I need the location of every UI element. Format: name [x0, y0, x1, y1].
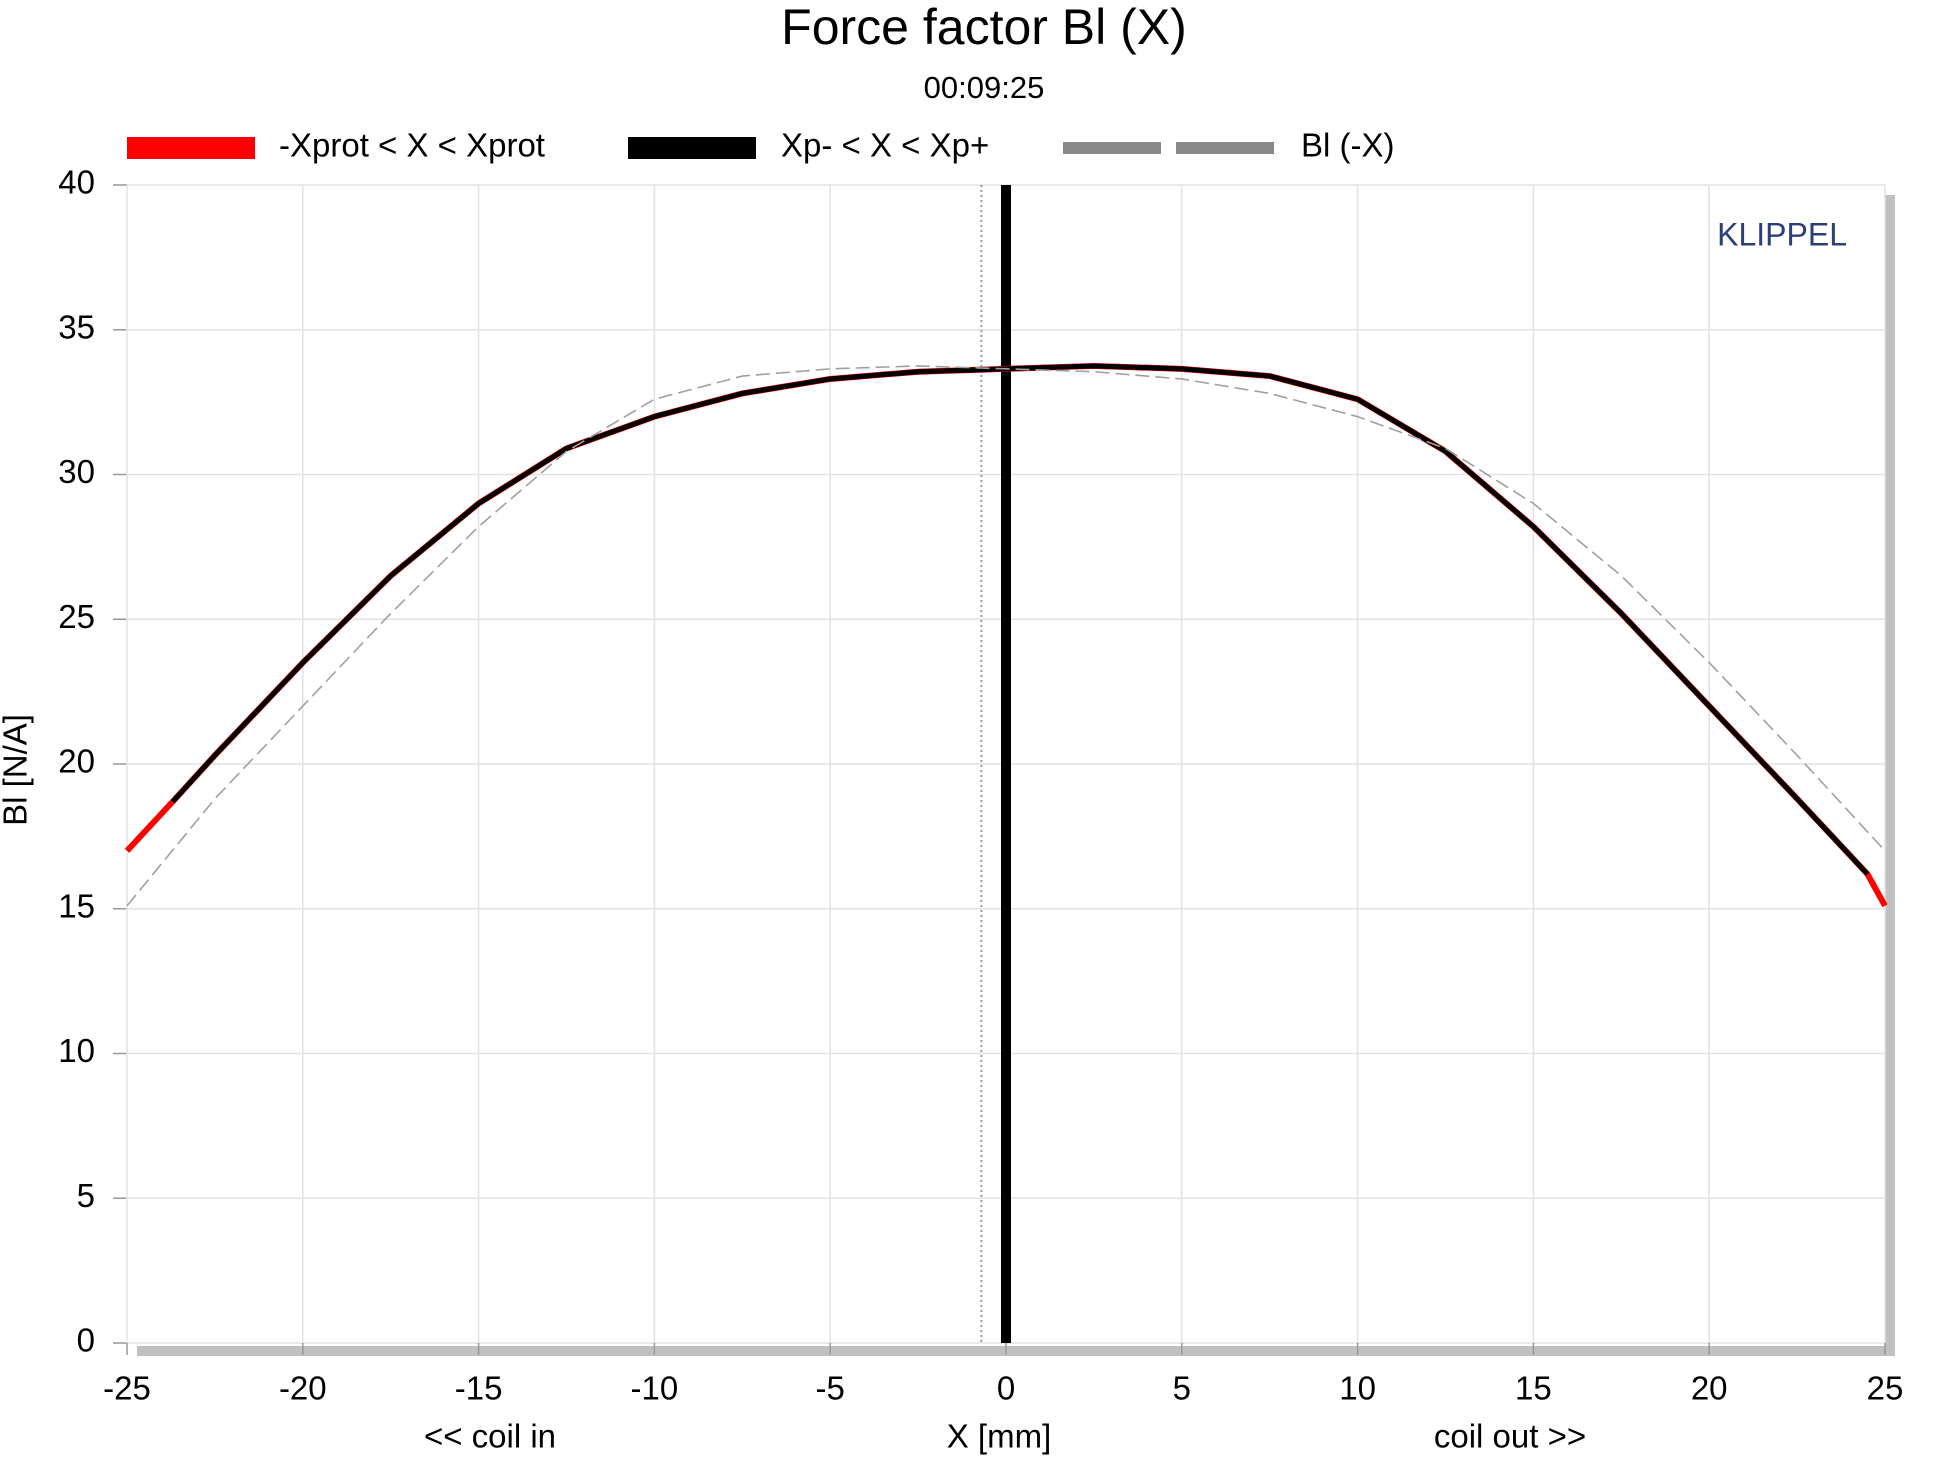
- x-axis-label: X [mm]: [947, 1418, 1052, 1455]
- y-tick-label: 20: [58, 743, 95, 780]
- frame-shadow: [1885, 195, 1895, 1356]
- brand-label: KLIPPEL: [1717, 216, 1847, 252]
- chart-title: Force factor Bl (X): [781, 0, 1187, 55]
- y-tick-label: 35: [58, 308, 95, 345]
- x-tick-label: -5: [816, 1370, 845, 1407]
- x-tick-label: -25: [103, 1370, 151, 1407]
- y-tick-label: 15: [58, 887, 95, 924]
- y-tick-label: 0: [77, 1322, 95, 1359]
- y-tick-label: 30: [58, 453, 95, 490]
- y-tick-label: 10: [58, 1032, 95, 1069]
- annotation: << coil in: [424, 1418, 556, 1455]
- x-tick-label: -15: [455, 1370, 503, 1407]
- x-tick-label: 0: [997, 1370, 1015, 1407]
- y-tick-label: 40: [58, 164, 95, 201]
- legend-label: -Xprot < X < Xprot: [279, 127, 545, 164]
- data-line: [126, 365, 1886, 907]
- annotation: coil out >>: [1434, 1418, 1586, 1455]
- legend-label: Xp- < X < Xp+: [781, 127, 989, 164]
- x-tick-label: 5: [1173, 1370, 1191, 1407]
- y-tick-label: 25: [58, 598, 95, 635]
- x-tick-label: 20: [1691, 1370, 1728, 1407]
- plot-layer: 0 5 10 15 20 25 30 35 40 -25 -20 -15 -10 -5 0 5 10 15 20 25: [58, 164, 1903, 1407]
- frame-shadow: [137, 1346, 1895, 1356]
- x-tick-label: 10: [1339, 1370, 1376, 1407]
- x-tick-label: 25: [1867, 1370, 1904, 1407]
- chart-subtitle: 00:09:25: [924, 70, 1045, 105]
- x-tick-label: -20: [279, 1370, 327, 1407]
- y-axis-label: Bl [N/A]: [0, 714, 34, 826]
- x-tick-label: 15: [1515, 1370, 1552, 1407]
- y-tick-label: 5: [77, 1177, 95, 1214]
- legend-label: Bl (-X): [1301, 127, 1395, 164]
- x-tick-label: -10: [631, 1370, 679, 1407]
